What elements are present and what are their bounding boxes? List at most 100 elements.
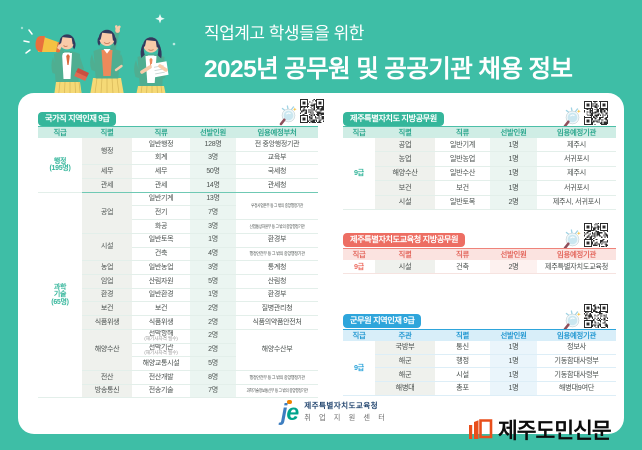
table-title-badge: 국가직 지역인재 9급 [38,112,117,126]
table-cell: 통계청 [236,260,318,275]
table-cell: 시설 [375,260,435,275]
column-header: 직급 [343,126,375,138]
table-cell: 선박기관 (해기사자격 필수) [132,343,190,358]
column-header: 선발인원 [490,329,537,341]
column-header: 임용예정부처 [236,126,318,138]
table-cell: 3명 [190,219,236,234]
table-row: 과학 기술 (65명) 공업 일반기계 13명 우정사업본부 등 그 밖의 중앙행정기관 [38,192,318,399]
table-cell: 임업 [82,274,132,289]
table-cell: 일반수산 [435,166,490,182]
table-cell: 일반토목 [435,195,490,210]
table-cell: 제주특별자치도교육청 [537,260,616,275]
table-title-badge: 제주특별자치도 지방공무원 [343,112,444,126]
table-cell: 50명 [190,164,236,180]
column-header: 선발인원 [490,126,537,138]
table-row: 해군 행정 1명 기동함대사령부 [343,354,616,369]
table-cell: 보건 [375,180,435,196]
table-title-badge: 제주특별자치도교육청 지방공무원 [343,233,466,247]
table-cell: 건축 [435,260,490,275]
je-letter: e [286,398,299,425]
table-cell: 1명 [490,381,537,396]
table-cell: 9급 [343,341,375,396]
table-cell: 해양수산 [82,329,132,372]
table-cell: 8명 [190,370,236,385]
table-cell: 공업 [82,192,132,234]
column-header: 직급 [343,329,375,341]
table-cell: 2명 [490,260,537,275]
table-cell: 우정사업본부 등 그 밖의 중앙행정기관 [236,192,318,221]
table-cell: 128명 [190,138,236,152]
table-cell: 전송기술 [132,384,190,399]
table-cell: 1명 [490,151,537,167]
press-logo: 제주도민신문 [468,414,612,445]
table-row: 행정 (195명) 행정 일반행정 128명 전 중앙행정기관 [38,138,318,193]
table-row: 해양교통시설 5명 [38,356,318,372]
table-row: 전기 7명 [38,205,318,221]
table-row: 9급 국방부 통신 1명 정보사 [343,341,616,396]
table-cell: 5명 [190,356,236,372]
table-cell: 해양수산부 [236,329,318,372]
table-cell: 9급 [343,260,375,275]
table-row: 9급 공업 일반기계 1명 제주시 [343,138,616,210]
table-cell: 해병대9여단 [537,381,616,396]
table-cell: 13명 [190,192,236,207]
table-row: 해군 시설 1명 기동함대사령부 [343,367,616,383]
magnifier-icon [562,106,583,134]
qr-code-icon [584,101,608,130]
table-cell: 1명 [190,233,236,248]
table-cell: 환경 [82,288,132,303]
header-subtitle: 직업계고 학생들을 위한 [204,24,364,43]
table-header-row: 직급 직렬 직류 선발인원 임용예정기관 [343,248,616,260]
column-header: 직급 [343,248,375,260]
cell-text: 행정안전부 등 그 밖의 중앙행정기관 [249,374,305,380]
table-cell: 세무 [82,164,132,180]
table-row: 해양수산 일반수산 1명 제주시 [343,166,616,182]
cell-note: (해기사자격 필수) [144,337,178,343]
column-header: 직렬 [435,329,490,341]
table-row: 방송통신 전송기술 7명 과학기술정보통신부 등 그 밖의 중앙행정기관 [38,384,318,399]
recruitment-table: 직급 직렬 직류 선발인원 임용예정기관 9급 시설 건축 2명 제주특별자치도교육청 [343,248,616,275]
table-cell: 식품의약품안전처 [236,315,318,330]
megaphone-icon [23,29,61,54]
table-cell: 관세 [132,178,190,193]
table-row: 식품위생 식품위생 2명 식품의약품안전처 [38,315,318,330]
page-title: 2025년 공무원 및 공공기관 채용 정보 [204,56,573,83]
students-illustration [20,14,176,99]
column-header: 임용예정기관 [537,248,616,260]
table-cell: 정보사 [537,341,616,355]
books-icon [74,68,89,81]
table-cell: 행정 [82,138,132,166]
recruitment-table: 직급 직렬 직류 선발인원 임용예정기관 9급 공업 일반기계 1명 제주시 농업 일반농업 1명 서귀포… [343,126,616,210]
press-logo-text: 제주도민신문 [498,419,612,443]
table-cell: 세무 [132,164,190,180]
recruitment-table: 직급 주관 직렬 선발인원 임용예정기관 9급 국방부 통신 1명 정보사 해군 행정 1명 기동함대사령… [343,329,616,396]
table-cell: 2명 [190,315,236,330]
column-header: 직류 [435,126,490,138]
table-cell: 해양수산 [375,166,435,182]
table-cell: 일반행정 [132,138,190,152]
table-cell: 제주시, 서귀포시 [537,195,616,210]
table-cell: 산림청 [236,274,318,289]
column-header: 직급 [38,126,82,138]
table-cell: 3명 [190,260,236,275]
je-logo-dot [287,399,292,404]
column-header: 선발인원 [490,248,537,260]
table-cell: 1명 [490,341,537,355]
je-letter: j [281,398,287,425]
table-cell: 방송통신 [82,384,132,399]
table-cell: 제주시 [537,138,616,153]
table-cell: 관세청 [236,178,318,193]
table-cell: 일반농업 [132,260,190,275]
table-row: 보건 보건 1명 서귀포시 [343,180,616,196]
column-header: 직렬 [82,126,132,138]
table-cell: 행정 (195명) [38,138,82,193]
magnifier-icon [278,104,299,132]
table-header-row: 직급 직렬 직류 선발인원 임용예정기관 [343,126,616,138]
education-office-logo-line1: 제주특별자치도교육청 [304,401,379,410]
table-row: 시설 일반토목 1명 환경부 [38,233,318,262]
header-titles: 직업계고 학생들을 위한 2025년 공무원 및 공공기관 채용 정보 [204,19,573,85]
table-cell: 국세청 [236,164,318,180]
table-cell: 2명 [490,195,537,210]
table-row: 관세 관세 14명 관세청 [38,178,318,193]
table-cell: 일반농업 [435,151,490,167]
